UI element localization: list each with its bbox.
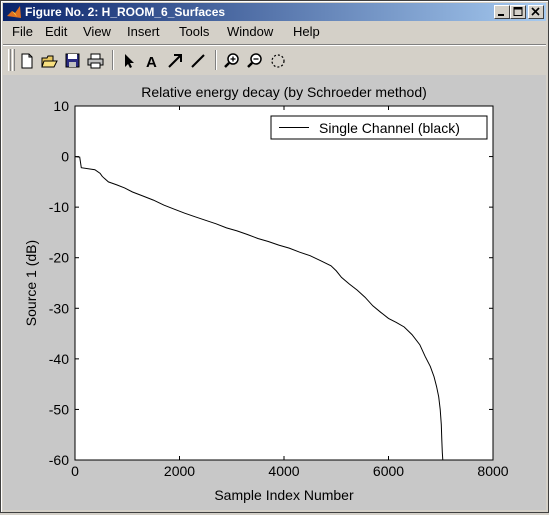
zoom-out-button[interactable] [244, 50, 266, 72]
x-axis-label: Sample Index Number [214, 487, 354, 503]
close-button[interactable] [528, 5, 544, 19]
select-button[interactable] [118, 50, 140, 72]
y-tick-label: 0 [61, 149, 69, 165]
y-axis-ticks: 10 0 -10 -20 -30 -40 -50 -60 [49, 98, 493, 468]
maximize-button[interactable] [510, 5, 526, 19]
y-axis-label: Source 1 (dB) [23, 240, 39, 326]
legend-box [270, 115, 488, 140]
line-draw-icon [191, 54, 205, 68]
insert-line-button[interactable] [187, 50, 209, 72]
open-folder-icon [41, 55, 58, 68]
save-button[interactable] [62, 50, 84, 72]
y-tick-label: -40 [49, 351, 69, 367]
arrow-draw-icon [168, 54, 182, 68]
menu-view[interactable]: View [83, 24, 111, 39]
menu-file[interactable]: File [12, 24, 33, 39]
toolbar-separator [112, 50, 114, 70]
menu-bar: File Edit View Insert Tools Window Help [3, 22, 546, 42]
x-tick-label: 2000 [164, 463, 195, 479]
toolbar-grip[interactable] [12, 49, 15, 71]
menu-window[interactable]: Window [227, 24, 274, 39]
x-tick-label: 8000 [477, 463, 508, 479]
new-document-icon [21, 53, 33, 69]
svg-text:A: A [146, 54, 157, 70]
print-icon [87, 53, 104, 69]
y-tick-label: -10 [49, 199, 69, 215]
figure-canvas[interactable]: Relative energy decay (by Schroeder meth… [3, 75, 546, 510]
toolbar-grip[interactable] [8, 49, 11, 71]
zoom-in-button[interactable] [221, 50, 243, 72]
series-group [74, 156, 444, 461]
matlab-logo-icon [6, 4, 22, 20]
menu-edit[interactable]: Edit [45, 24, 68, 39]
y-tick-label: -60 [49, 452, 69, 468]
rotate-button[interactable] [267, 50, 289, 72]
print-button[interactable] [85, 50, 107, 72]
zoom-out-icon [247, 53, 262, 68]
menu-insert[interactable]: Insert [127, 24, 160, 39]
insert-arrow-button[interactable] [164, 50, 186, 72]
window-title: Figure No. 2: H_ROOM_6_Surfaces [25, 5, 226, 19]
open-button[interactable] [39, 50, 61, 72]
zoom-in-icon [224, 53, 239, 68]
x-axis-ticks: 0 2000 4000 6000 8000 [71, 106, 509, 479]
close-icon [531, 7, 540, 16]
insert-text-button[interactable]: A [141, 50, 163, 72]
title-bar[interactable]: Figure No. 2: H_ROOM_6_Surfaces [3, 3, 546, 21]
x-tick-label: 4000 [268, 463, 299, 479]
minimize-icon [498, 14, 504, 16]
toolbar: A [3, 44, 546, 75]
rotate-icon [271, 54, 285, 68]
y-tick-label: -20 [49, 250, 69, 266]
legend[interactable]: Single Channel (black) [270, 115, 488, 140]
y-tick-label: 10 [53, 98, 69, 114]
arrow-pointer-icon [125, 54, 134, 68]
series-line [74, 156, 444, 461]
x-tick-label: 0 [71, 463, 79, 479]
chart-title: Relative energy decay (by Schroeder meth… [141, 84, 427, 100]
y-tick-label: -30 [49, 300, 69, 316]
menu-tools[interactable]: Tools [179, 24, 210, 39]
decay-chart[interactable]: Relative energy decay (by Schroeder meth… [3, 75, 546, 510]
y-tick-label: -50 [49, 401, 69, 417]
menu-help[interactable]: Help [293, 24, 320, 39]
new-document-button[interactable] [16, 50, 38, 72]
plot-area [74, 105, 494, 461]
maximize-icon [513, 7, 523, 16]
legend-entry: Single Channel (black) [319, 120, 460, 136]
text-insert-icon: A [146, 54, 157, 70]
toolbar-separator [215, 50, 217, 70]
save-icon [65, 53, 80, 68]
minimize-button[interactable] [494, 5, 510, 19]
x-tick-label: 6000 [373, 463, 404, 479]
